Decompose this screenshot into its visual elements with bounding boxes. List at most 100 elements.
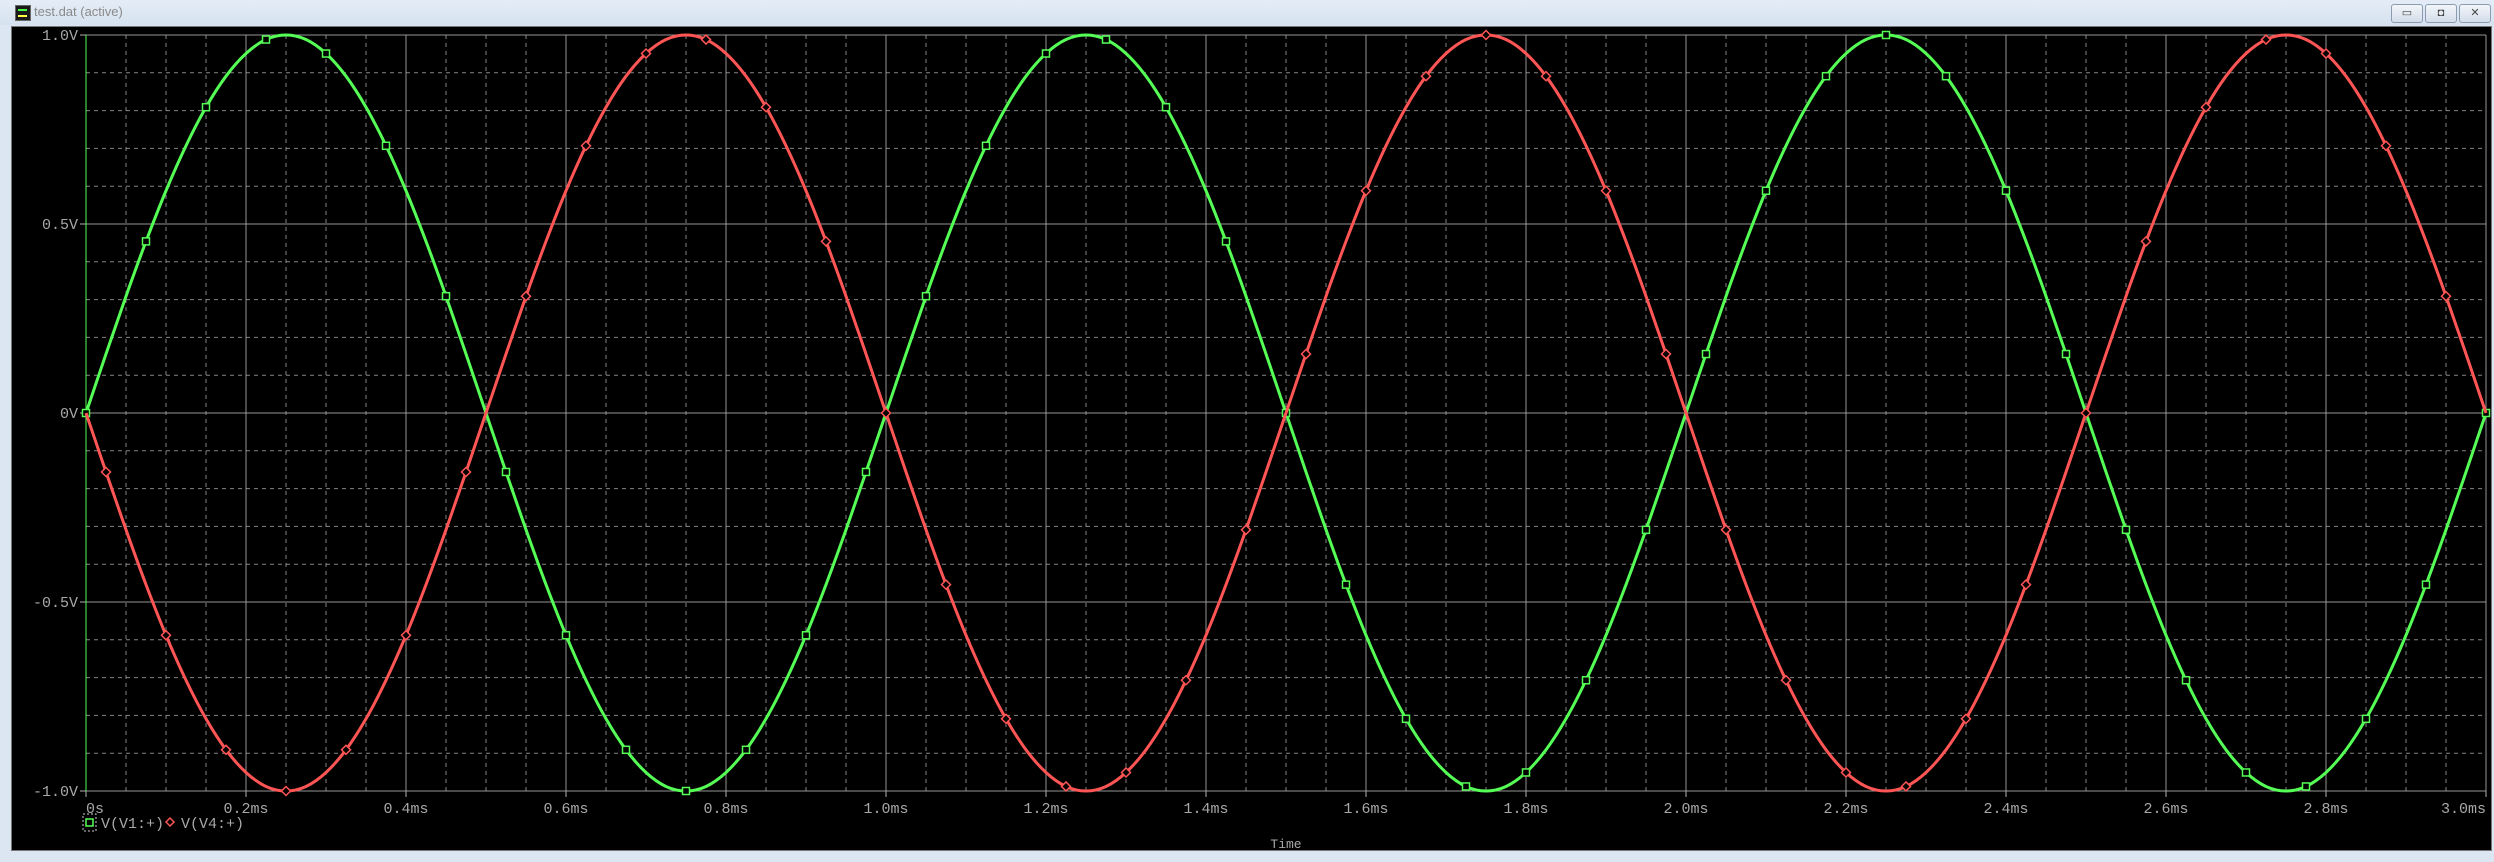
- data-marker-square: [261, 35, 271, 44]
- x-tick-label: 2.0ms: [1663, 801, 1708, 818]
- data-marker-square: [2361, 714, 2371, 724]
- data-marker-diamond: [280, 785, 292, 797]
- data-marker-square: [201, 102, 211, 112]
- y-tick-label: 0.5V: [42, 217, 78, 234]
- data-marker-diamond: [400, 629, 412, 641]
- data-marker-square: [441, 291, 451, 301]
- title-bar: test.dat (active) ▭ ◘ ✕: [0, 0, 2494, 25]
- x-tick-label: 1.6ms: [1343, 801, 1388, 818]
- data-marker-square: [2181, 675, 2191, 685]
- data-marker-diamond: [2380, 140, 2392, 152]
- legend-focus-box: [82, 813, 97, 832]
- x-tick-label: 0.4ms: [383, 801, 428, 818]
- data-marker-square: [801, 631, 811, 640]
- close-button[interactable]: ✕: [2459, 4, 2491, 23]
- data-marker-diamond: [1360, 185, 1372, 197]
- data-marker-diamond: [2440, 290, 2452, 302]
- data-marker-square: [1701, 349, 1711, 359]
- data-marker-diamond: [1180, 674, 1192, 686]
- data-marker-diamond: [1060, 780, 1072, 793]
- data-marker-diamond: [1240, 524, 1252, 536]
- probe-app-icon: [15, 5, 31, 21]
- legend-entry-v4: V(V4:+): [181, 816, 244, 833]
- window-title: test.dat (active): [34, 4, 123, 19]
- data-marker-square: [1461, 782, 1471, 791]
- legend-entry-v1: V(V1:+): [101, 816, 164, 833]
- y-tick-label: 1.0V: [42, 28, 78, 45]
- data-marker-diamond: [700, 33, 712, 46]
- data-marker-square: [861, 467, 871, 477]
- data-marker-diamond: [2260, 33, 2272, 46]
- x-tick-label: 1.0ms: [863, 801, 908, 818]
- data-marker-diamond: [2080, 407, 2092, 419]
- x-tick-label: 2.8ms: [2303, 801, 2348, 818]
- data-marker-diamond: [880, 407, 892, 419]
- x-tick-label: 2.6ms: [2143, 801, 2188, 818]
- data-marker-diamond: [1900, 780, 1912, 793]
- y-tick-label: -1.0V: [33, 784, 78, 801]
- x-tick-label: 1.8ms: [1503, 801, 1548, 818]
- data-marker-square: [321, 49, 331, 58]
- data-marker-diamond: [2020, 579, 2032, 591]
- data-marker-diamond: [340, 744, 352, 756]
- data-marker-square: [2301, 782, 2311, 791]
- data-marker-square: [1041, 49, 1051, 58]
- data-marker-diamond: [580, 140, 592, 152]
- data-marker-square: [1161, 102, 1171, 112]
- data-marker-diamond: [1300, 348, 1312, 360]
- data-marker-square: [1221, 237, 1231, 246]
- data-marker-diamond: [1540, 70, 1552, 82]
- y-tick-label: 0V: [60, 406, 78, 423]
- data-marker-diamond: [520, 290, 532, 302]
- data-marker-diamond: [220, 744, 232, 756]
- data-marker-diamond: [1780, 674, 1792, 686]
- data-marker-square: [1821, 71, 1831, 81]
- data-marker-diamond: [1720, 524, 1732, 536]
- x-tick-label: 2.2ms: [1823, 801, 1868, 818]
- data-marker-square: [921, 291, 931, 301]
- data-marker-diamond: [640, 47, 652, 60]
- legend-square-marker-icon: [85, 818, 94, 827]
- x-tick-label: 1.4ms: [1183, 801, 1228, 818]
- data-marker-square: [621, 745, 631, 755]
- data-marker-square: [1761, 186, 1771, 195]
- data-marker-square: [2061, 349, 2071, 359]
- x-axis-label: Time: [1270, 837, 1301, 852]
- y-tick-label: -0.5V: [33, 595, 78, 612]
- data-marker-diamond: [1660, 348, 1672, 360]
- restore-button[interactable]: ◘: [2425, 4, 2457, 23]
- x-tick-label: 2.4ms: [1983, 801, 2028, 818]
- data-marker-square: [2421, 580, 2431, 589]
- x-tick-label: 0.8ms: [703, 801, 748, 818]
- data-marker-square: [1521, 768, 1531, 777]
- data-marker-square: [561, 631, 571, 640]
- data-marker-diamond: [1600, 185, 1612, 197]
- data-marker-diamond: [2200, 101, 2212, 113]
- data-marker-square: [2241, 768, 2251, 777]
- data-marker-square: [501, 467, 511, 477]
- data-marker-diamond: [2320, 47, 2332, 60]
- x-tick-label: 1.2ms: [1023, 801, 1068, 818]
- data-marker-diamond: [1000, 713, 1012, 725]
- data-marker-square: [1641, 525, 1651, 535]
- data-marker-diamond: [760, 101, 772, 113]
- data-marker-square: [381, 141, 391, 151]
- data-marker-square: [1581, 675, 1591, 685]
- data-marker-diamond: [160, 629, 172, 641]
- data-marker-diamond: [460, 466, 472, 478]
- x-tick-label: 0s: [86, 801, 104, 818]
- minimize-button[interactable]: ▭: [2391, 4, 2423, 23]
- data-marker-diamond: [1480, 29, 1492, 41]
- data-marker-square: [1401, 714, 1411, 724]
- data-marker-diamond: [1960, 713, 1972, 725]
- data-marker-square: [981, 141, 991, 151]
- data-marker-diamond: [1420, 70, 1432, 82]
- data-marker-square: [681, 786, 691, 796]
- data-marker-diamond: [1840, 766, 1852, 779]
- data-marker-diamond: [2140, 235, 2152, 247]
- legend-diamond-marker-icon: [164, 816, 176, 828]
- data-marker-diamond: [100, 466, 112, 478]
- x-tick-label: 3.0ms: [2441, 801, 2486, 818]
- data-marker-diamond: [1120, 766, 1132, 779]
